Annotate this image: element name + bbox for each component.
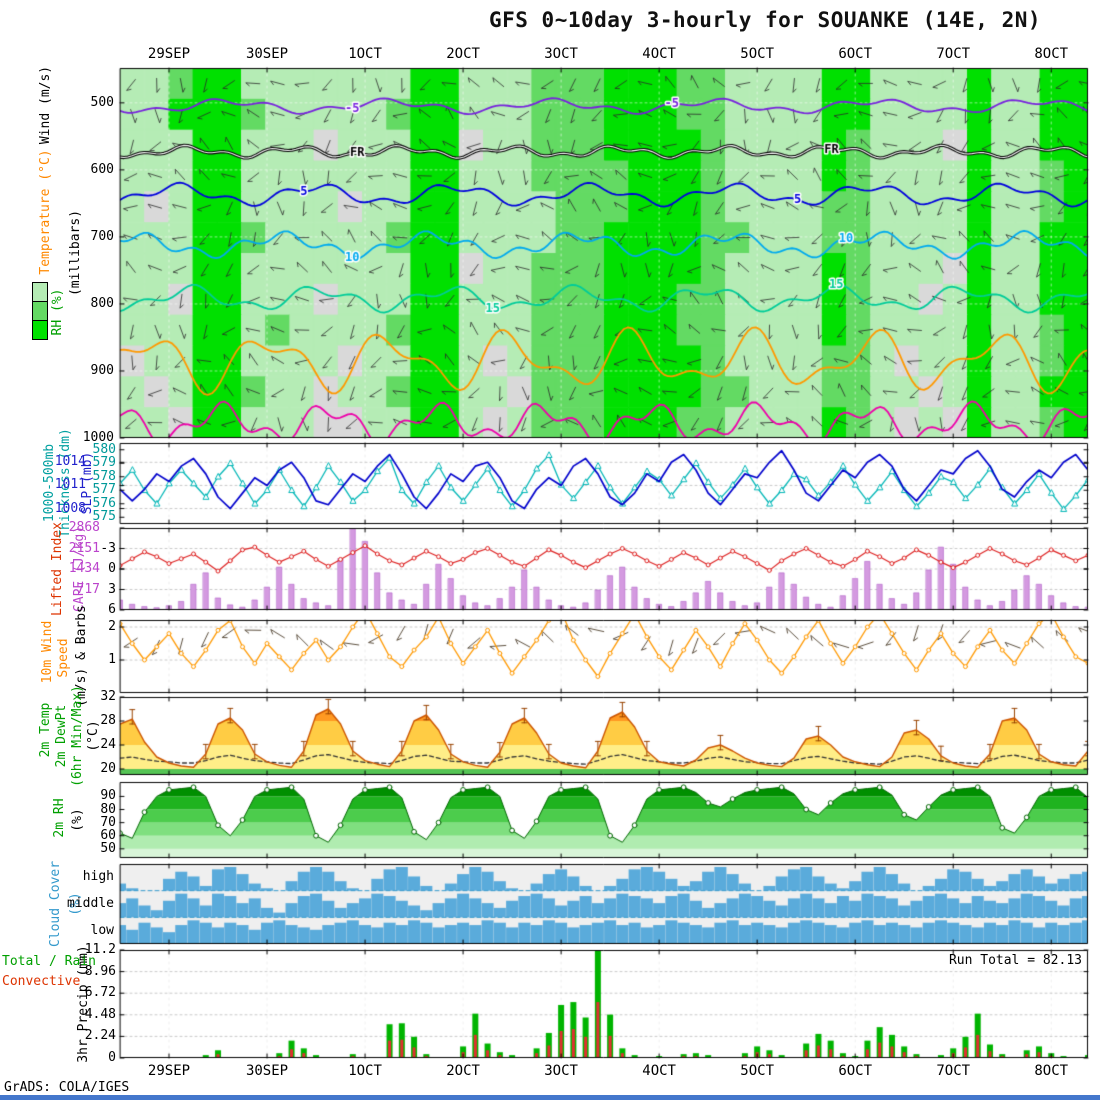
upper-millibars-axis-label: (millibars) [68, 209, 83, 297]
wind10m-axis-label-1: 10m Wind [40, 620, 55, 684]
wind10m-axis-label-2: Speed [56, 638, 71, 678]
bottom-edge-bar [0, 1095, 1100, 1100]
temp2m-axis-label-3: (6hr Min/Max) [70, 685, 85, 787]
upper-wind-axis-label: Wind (m/s) [38, 65, 53, 145]
temp2m-axis-label-1: 2m Temp [38, 702, 53, 758]
temp2m-axis-label-2: 2m DewPt [54, 704, 69, 768]
upper-temp-axis-label: Temperature (°C) [38, 149, 53, 275]
grads-credit: GrADS: COLA/IGES [4, 1080, 130, 1095]
chart-title: GFS 0~10day 3-hourly for SOUANKE (14E, 2… [488, 8, 1041, 32]
rh2m-axis-label-2: (%) [70, 808, 85, 832]
cloud-axis-label-2: (%) [68, 892, 83, 916]
rh-colorbar [32, 282, 48, 340]
thickness-axis-label-1: 1000-500mb [42, 443, 57, 523]
rh2m-axis-label-1: 2m RH [52, 798, 67, 838]
lifted-index-axis-label: Lifted Index [50, 522, 65, 616]
cloud-axis-label-1: Cloud Cover [48, 860, 63, 948]
run-total-label: Run Total = 82.13 [948, 953, 1082, 968]
precip-total-legend: Total / Rain [2, 954, 96, 969]
temp2m-axis-label-4: (°C) [86, 720, 101, 752]
slp-axis-label: SLP (mb) [80, 451, 95, 515]
rh-colorbar-cell [33, 283, 47, 302]
precip-convective-legend: Convective [2, 974, 81, 989]
upper-rh-axis-label: RH (%) [50, 288, 65, 336]
rh-colorbar-cell [33, 302, 47, 321]
cape-axis-label: CAPE (J/kg) [72, 525, 87, 613]
rh-colorbar-cell [33, 321, 47, 339]
